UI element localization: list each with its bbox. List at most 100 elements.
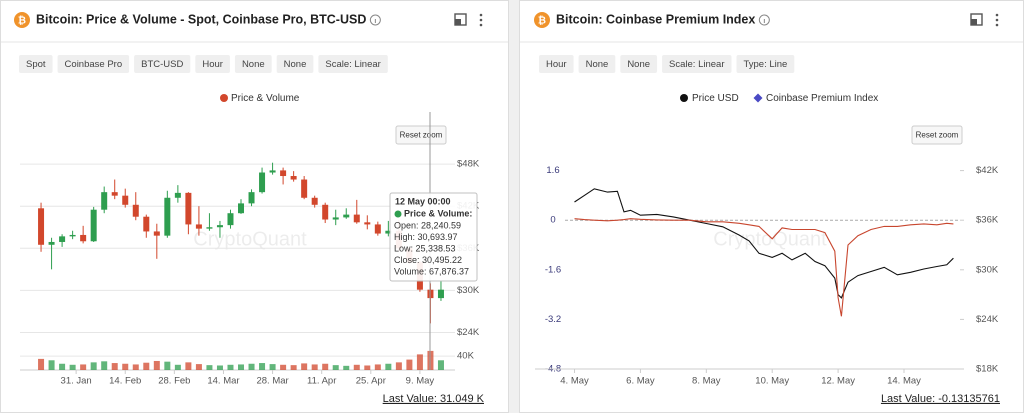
- volume-bar: [111, 363, 118, 370]
- volume-bar: [195, 364, 202, 370]
- info-icon[interactable]: [369, 14, 381, 26]
- volume-bar: [374, 364, 381, 370]
- legend-label: Price & Volume: [231, 93, 300, 104]
- expand-icon-inner: [971, 19, 977, 25]
- candle-body: [206, 227, 213, 229]
- reset-zoom-button[interactable]: [911, 125, 963, 145]
- volume-bar: [80, 364, 87, 370]
- y-tick-label: $48K: [457, 159, 480, 170]
- volume-bar: [206, 365, 213, 370]
- x-tick-label: 14. May: [887, 376, 921, 387]
- bitcoin-icon-glyph: ₿: [538, 15, 546, 27]
- y-tick-label: 1.6: [546, 165, 559, 176]
- candle-body: [437, 289, 444, 299]
- info-icon[interactable]: [758, 14, 770, 26]
- candle-body: [101, 192, 108, 210]
- volume-bar: [238, 364, 245, 370]
- candle-body: [343, 214, 350, 218]
- candle-body: [122, 195, 129, 205]
- candle-body: [269, 170, 276, 173]
- option-button[interactable]: [318, 55, 388, 73]
- option-button[interactable]: [539, 55, 574, 73]
- option-button[interactable]: [19, 55, 53, 73]
- candle-body: [164, 197, 171, 236]
- volume-bar: [38, 358, 45, 370]
- candle-body: [38, 208, 45, 245]
- candle-body: [90, 209, 97, 242]
- option-button-label: Hour: [202, 59, 223, 70]
- last-value[interactable]: Last Value: 31.049 K: [383, 393, 485, 405]
- option-button[interactable]: [276, 55, 314, 73]
- volume-bar: [290, 365, 297, 370]
- option-button-label: None: [242, 59, 265, 70]
- x-tick-label: 10. May: [755, 376, 789, 387]
- option-button[interactable]: [620, 55, 658, 73]
- y2-tick-label: $30K: [976, 264, 999, 275]
- volume-bar: [385, 363, 392, 370]
- volume-bar: [48, 360, 55, 370]
- menu-dot[interactable]: [995, 13, 999, 17]
- candle-body: [290, 176, 297, 180]
- x-tick-label: 14. Feb: [109, 376, 141, 387]
- panel-title: Bitcoin: Price & Volume - Spot, Coinbase…: [36, 12, 366, 26]
- watermark: CryptoQuant: [713, 228, 827, 250]
- tooltip: [389, 192, 478, 282]
- option-button[interactable]: [234, 55, 272, 73]
- option-button[interactable]: [578, 55, 616, 73]
- y-tick-label: $30K: [457, 285, 480, 296]
- y-tick-label: -3.2: [545, 314, 561, 325]
- y-tick-label: -1.6: [545, 264, 561, 275]
- legend-marker: [753, 93, 763, 103]
- candle-body: [238, 203, 245, 214]
- candle-body: [332, 217, 339, 220]
- menu-dot[interactable]: [995, 18, 999, 22]
- option-button[interactable]: [662, 55, 732, 73]
- reset-zoom-button[interactable]: [395, 125, 447, 145]
- expand-icon-inner: [455, 19, 461, 25]
- menu-dot[interactable]: [479, 18, 483, 22]
- x-tick-label: 6. May: [626, 376, 655, 387]
- volume-bar: [311, 364, 318, 370]
- option-button-label: Type: Line: [743, 59, 787, 70]
- x-tick-label: 12. May: [821, 376, 855, 387]
- x-tick-label: 31. Jan: [61, 376, 92, 387]
- tooltip-marker: [394, 210, 402, 218]
- volume-bar: [280, 364, 287, 370]
- volume-bar: [101, 361, 108, 370]
- candle-body: [59, 236, 66, 242]
- volume-bar: [227, 364, 234, 370]
- volume-bar: [69, 364, 76, 370]
- option-button[interactable]: [736, 55, 795, 73]
- candle-body: [385, 230, 392, 234]
- candle-body: [259, 172, 266, 193]
- volume-tick-label: 40K: [457, 351, 475, 362]
- x-tick-label: 25. Apr: [356, 376, 386, 387]
- option-button-label: None: [627, 59, 650, 70]
- volume-bar: [364, 365, 371, 370]
- candle-body: [374, 224, 381, 234]
- volume-bar: [259, 363, 266, 370]
- legend-marker: [220, 94, 228, 102]
- x-tick-label: 11. Apr: [307, 376, 336, 387]
- volume-bar: [395, 362, 402, 370]
- series-line: [574, 188, 954, 299]
- last-value[interactable]: Last Value: -0.13135761: [881, 393, 1000, 405]
- volume-bar: [143, 362, 150, 370]
- candle-body: [364, 222, 371, 225]
- menu-dot[interactable]: [479, 13, 483, 17]
- candle-body: [111, 192, 118, 196]
- option-button[interactable]: [57, 55, 130, 73]
- candle-body: [80, 234, 87, 242]
- candle-body: [227, 213, 234, 226]
- option-button[interactable]: [134, 55, 191, 73]
- tooltip-title: 12 May 00:00: [395, 196, 451, 206]
- x-tick-label: 9. May: [406, 376, 435, 387]
- tooltip-line: Low: 25,338.53: [394, 243, 456, 253]
- x-tick-label: 14. Mar: [207, 376, 239, 387]
- menu-dot[interactable]: [995, 23, 999, 27]
- volume-bar: [343, 365, 350, 370]
- tooltip-line: Open: 28,240.59: [394, 220, 461, 230]
- option-button[interactable]: [195, 55, 230, 73]
- menu-dot[interactable]: [479, 23, 483, 27]
